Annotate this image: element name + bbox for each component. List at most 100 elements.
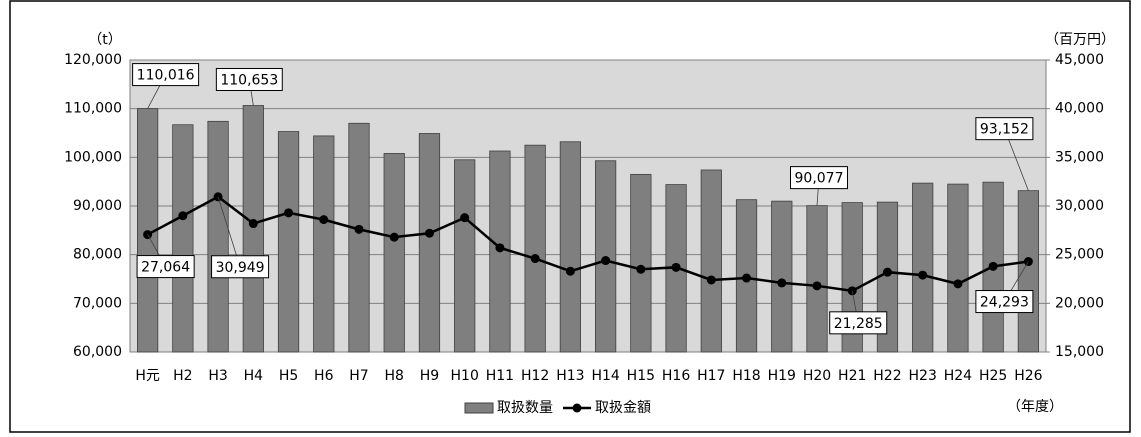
x-tick-label: H13 [556,368,584,384]
y-tick-label: 90,000 [73,198,122,214]
x-tick-label: H5 [279,368,298,384]
x-tick-label: H15 [627,368,655,384]
x-tick-label: H元 [135,368,160,384]
bar [313,135,335,353]
x-tick-label: H11 [486,368,514,384]
x-tick-label: H6 [314,368,334,384]
y2-tick-label: 25,000 [1055,247,1104,263]
x-tick-label: H9 [420,368,439,384]
y-tick-label: 100,000 [64,149,122,165]
bar [242,105,264,353]
line-marker [636,264,646,274]
value-label: 110,653 [220,72,278,88]
x-unit: （年度） [1007,399,1063,415]
line-marker [777,278,787,288]
bar [947,183,969,353]
x-tick-label: H17 [697,368,725,384]
y2-tick-label: 45,000 [1055,52,1104,68]
x-tick-label: H14 [591,368,619,384]
bar [912,182,934,353]
line-marker [424,228,434,238]
x-tick-label: H2 [173,368,192,384]
x-tick-label: H19 [768,368,796,384]
plot-border [129,59,1047,353]
bar [454,159,476,353]
bar [277,131,300,353]
x-tick-label: H8 [385,368,404,384]
bar [524,144,546,353]
leader-line [217,196,241,267]
legend-swatch [464,402,494,414]
line-marker [319,215,329,225]
bar [700,169,722,353]
line-marker [284,208,294,218]
bar [383,153,405,353]
line-marker [882,267,892,277]
x-tick-label: H7 [349,368,368,384]
line-marker [671,262,681,272]
value-label-box [975,117,1034,141]
legend-label: 取扱金額 [595,400,651,416]
y2-tick-label: 40,000 [1055,101,1104,117]
legend-swatch [572,403,582,413]
bar [207,120,229,353]
value-label-box [132,63,200,87]
x-tick-label: H20 [803,368,831,384]
x-tick-label: H3 [208,368,227,384]
line-marker [918,270,928,280]
y-tick-label: 120,000 [64,52,122,68]
y2-tick-label: 20,000 [1055,295,1104,311]
y-tick-label: 60,000 [73,344,122,360]
x-tick-label: H16 [662,368,690,384]
value-label: 110,016 [137,68,195,84]
line-marker [706,275,716,285]
x-tick-label: H24 [944,368,972,384]
y2-tick-label: 30,000 [1055,198,1104,214]
x-tick-label: H26 [1014,368,1042,384]
x-tick-label: H10 [451,368,479,384]
line-marker [565,266,575,276]
value-label: 30,949 [216,260,265,276]
y-tick-label: 80,000 [73,247,122,263]
line-marker [354,224,364,234]
bar [771,200,793,353]
value-label: 27,064 [141,260,190,276]
line-marker [988,261,998,271]
value-label: 21,285 [834,316,883,332]
line-marker [389,232,399,242]
value-label-box [829,311,888,335]
bar [348,122,370,353]
y-tick-label: 70,000 [73,295,122,311]
value-label-box [790,166,848,190]
line-marker [953,279,963,289]
x-tick-label: H25 [979,368,1007,384]
value-label: 90,077 [795,171,844,187]
x-tick-label: H18 [732,368,760,384]
x-tick-label: H4 [244,368,264,384]
bar [1017,190,1040,353]
line-marker [495,243,505,253]
bar [418,133,441,353]
line-marker [601,256,611,266]
y2-unit: （百万円） [1045,32,1115,48]
value-label-box [136,255,195,279]
x-tick-label: H23 [909,368,937,384]
y-tick-label: 110,000 [64,101,122,117]
value-label: 24,293 [980,295,1029,311]
value-label-box [211,255,270,279]
line-marker [248,219,258,229]
line [147,195,1029,293]
y2-tick-label: 15,000 [1055,344,1104,360]
line-marker [530,254,540,264]
line-marker [812,281,822,291]
x-tick-label: H22 [873,368,901,384]
y-unit: （t） [88,32,122,48]
line-marker [460,213,470,223]
bar [172,124,194,353]
x-tick-label: H21 [838,368,866,384]
x-tick-label: H12 [521,368,549,384]
value-label: 93,152 [980,122,1029,138]
line-marker [178,211,188,221]
bar [559,141,582,353]
